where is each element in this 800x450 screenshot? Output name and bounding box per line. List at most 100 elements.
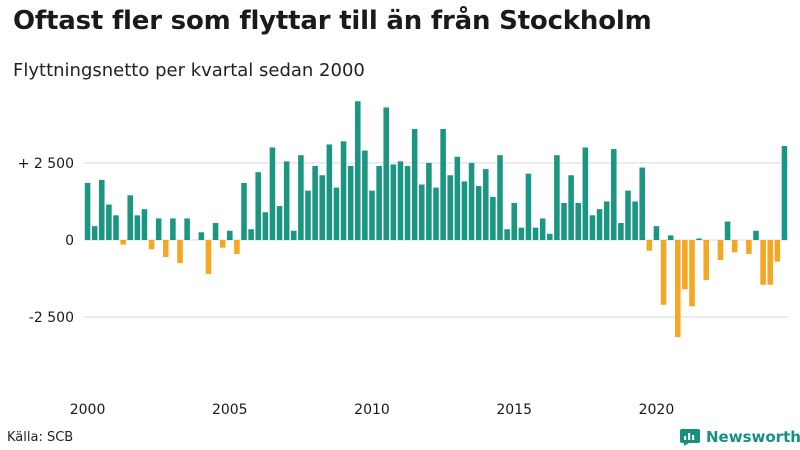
bar: 2005 K1: 300 (227, 230, 233, 240)
x-tick-label: 2015 (496, 402, 532, 418)
bar: 2021 K2: -2150 (689, 240, 695, 307)
bar: 2016 K3: 2750 (554, 155, 560, 240)
bar: 2017 K3: 3000 (582, 147, 589, 240)
bar: 2001 K1: 800 (113, 215, 119, 240)
x-tick-label: 2000 (70, 402, 106, 418)
bar: 2020 K4: -3150 (675, 240, 681, 338)
bar: 2021 K3: 50 (696, 238, 702, 240)
bar: 2006 K1: 2200 (255, 172, 261, 240)
bar: 2008 K2: 2100 (319, 175, 325, 240)
bar: 2015 K3: 2150 (525, 173, 532, 240)
bar: 2011 K1: 2550 (397, 161, 404, 241)
bar: 2010 K2: 2400 (376, 166, 382, 240)
bar: 2019 K4: -350 (646, 240, 653, 251)
bar: 2008 K3: 3100 (326, 144, 333, 240)
bar: 2024 K2: -700 (774, 240, 781, 262)
bar: 2013 K2: 1900 (461, 181, 468, 240)
bar: 2008 K4: 1700 (333, 187, 340, 240)
bar: 2015 K4: 400 (532, 227, 539, 240)
bar: 2001 K3: 1450 (127, 195, 133, 240)
bar: 2003 K3: 700 (184, 218, 190, 240)
y-axis-ticks: + 2 500 0 -2 500 (18, 156, 74, 326)
bar: 2010 K1: 1600 (369, 190, 375, 240)
bar: 2007 K2: 300 (291, 230, 297, 240)
bar: 2001 K4: 800 (134, 215, 141, 240)
bar: 2015 K2: 400 (518, 227, 525, 240)
bar: 2019 K2: 1250 (632, 201, 638, 240)
bar: 2010 K4: 2450 (390, 164, 397, 240)
bar: 2014 K1: 2300 (483, 169, 489, 240)
bar: 2017 K1: 2100 (568, 175, 574, 240)
bar: 2007 K4: 1600 (305, 190, 311, 240)
bar: 2020 K2: -2100 (660, 240, 667, 305)
bar: 2004 K1: 250 (198, 232, 205, 240)
bar: 2009 K4: 2900 (362, 150, 368, 240)
bar: 2018 K4: 550 (618, 223, 624, 240)
bar: 2017 K4: 800 (589, 215, 596, 240)
bar: 2001 K2: -150 (120, 240, 126, 245)
bar: 2015 K1: 1200 (511, 203, 517, 240)
bar: 2004 K2: -1100 (205, 240, 212, 274)
bar: 2017 K2: 1200 (575, 203, 581, 240)
bar: 2014 K4: 350 (504, 229, 510, 240)
x-tick-label: 2020 (639, 402, 675, 418)
bar: 2004 K4: -250 (219, 240, 226, 248)
bar: 2005 K3: 1850 (241, 182, 247, 240)
bar: 2000 K2: 450 (91, 226, 98, 241)
bar: 2006 K3: 3000 (269, 147, 276, 240)
bar: 2011 K2: 2400 (404, 166, 411, 240)
bar: 2000 K4: 1150 (106, 204, 112, 240)
chart-title: Oftast fler som flyttar till än från Sto… (13, 6, 652, 36)
bar: 2010 K3: 4300 (383, 107, 389, 240)
bar: 2019 K1: 1600 (625, 190, 631, 240)
bar: 2013 K1: 2700 (454, 156, 461, 240)
bar: 2016 K1: 700 (539, 218, 546, 240)
bar: 2003 K2: -750 (177, 240, 183, 264)
bar: 2013 K4: 1750 (475, 186, 482, 240)
bar: 2006 K4: 1100 (276, 206, 283, 240)
bar: 2012 K2: 1700 (433, 187, 439, 240)
bar: 2000 K1: 1850 (84, 182, 91, 240)
brand-name: Newsworthy (706, 428, 800, 446)
bar: 2006 K2: 900 (262, 212, 269, 240)
bar: 2002 K2: -300 (148, 240, 155, 250)
y-tick-label: + 2 500 (18, 156, 74, 172)
bar: 2011 K4: 1800 (419, 184, 425, 240)
bar: 2000 K3: 1950 (99, 179, 105, 241)
bar: 2005 K2: -450 (234, 240, 240, 254)
bar: 2020 K3: 150 (667, 235, 674, 241)
bar: 2019 K3: 2350 (639, 167, 645, 240)
bar: 2018 K1: 1000 (596, 209, 603, 240)
bar: 2002 K3: 700 (155, 218, 162, 240)
bar: 2002 K1: 1000 (141, 209, 148, 240)
bar: 2012 K4: 2100 (447, 175, 453, 240)
x-axis-ticks: 2000 2005 2010 2015 2020 (70, 402, 675, 418)
newsworthy-logo-icon (680, 428, 700, 446)
bar: 2011 K3: 3600 (411, 129, 418, 240)
bar: 2018 K3: 2950 (611, 149, 617, 240)
x-tick-label: 2010 (354, 402, 390, 418)
bar: 2014 K2: 1400 (490, 196, 496, 240)
bar: 2022 K4: -400 (731, 240, 738, 253)
bar: 2005 K4: 350 (248, 229, 254, 240)
bar: 2003 K1: 700 (170, 218, 176, 240)
bar: 2014 K3: 2750 (497, 155, 503, 240)
bar: 2012 K3: 3600 (440, 129, 446, 240)
bar: 2007 K1: 2550 (283, 161, 290, 241)
bar: 2008 K1: 2400 (312, 166, 318, 240)
bar: 2004 K3: 550 (212, 223, 219, 240)
y-tick-label: 0 (65, 233, 74, 249)
bar: 2024 K1: -1450 (767, 240, 773, 285)
bar: 2021 K4: -1300 (703, 240, 709, 281)
newsworthy-logo[interactable]: Newsworthy (680, 428, 800, 446)
source-note: Källa: SCB (7, 430, 74, 445)
bar: 2009 K2: 2400 (347, 166, 354, 240)
bar: 2002 K4: -550 (163, 240, 169, 257)
bar-series: 2000 K1: 18502000 K2: 4502000 K3: 195020… (84, 101, 788, 338)
bar: 2021 K1: -1600 (682, 240, 688, 290)
bar: 2024 K3: 3050 (781, 145, 788, 240)
bar: 2016 K4: 1200 (561, 203, 567, 240)
